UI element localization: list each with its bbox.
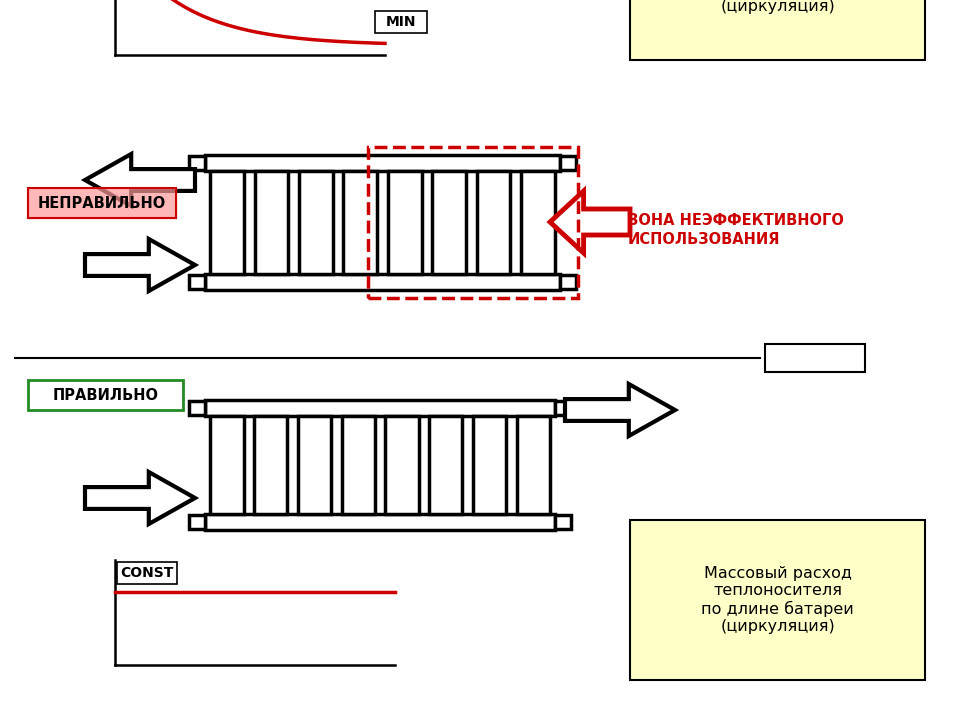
Bar [117, 562, 177, 584]
Bar [298, 415, 331, 514]
Bar [369, 147, 578, 298]
Bar [210, 171, 244, 274]
Bar [342, 415, 374, 514]
Bar [28, 188, 176, 218]
Bar [205, 274, 560, 290]
Bar [385, 415, 419, 514]
Bar [254, 415, 287, 514]
Text: CONST: CONST [120, 566, 174, 580]
Bar [189, 516, 205, 529]
Bar [344, 171, 377, 274]
Bar [210, 415, 244, 514]
Bar [388, 171, 421, 274]
Bar [472, 415, 506, 514]
Bar [432, 171, 466, 274]
Bar [300, 171, 333, 274]
Text: НЕПРАВИЛЬНО: НЕПРАВИЛЬНО [37, 196, 166, 210]
Bar [28, 188, 176, 218]
Bar [476, 171, 511, 274]
Bar [28, 380, 183, 410]
Bar [254, 171, 288, 274]
Bar [630, 0, 925, 60]
Bar [375, 12, 427, 33]
Bar [521, 171, 555, 274]
Bar [205, 155, 560, 171]
Bar [189, 156, 205, 171]
Bar [516, 415, 550, 514]
Bar [560, 274, 576, 289]
Bar [205, 514, 555, 530]
Polygon shape [85, 472, 195, 524]
Polygon shape [550, 191, 630, 253]
Polygon shape [85, 154, 195, 206]
Text: Массовый расход
теплоносителя
по длине батареи
(циркуляция): Массовый расход теплоносителя по длине б… [701, 0, 853, 14]
Text: ЗОНА НЕЭФФЕКТИВНОГО
ИСПОЛЬЗОВАНИЯ: ЗОНА НЕЭФФЕКТИВНОГО ИСПОЛЬЗОВАНИЯ [628, 212, 844, 248]
Bar [189, 274, 205, 289]
Bar [429, 415, 463, 514]
Bar [765, 344, 865, 372]
Bar [189, 401, 205, 415]
Bar [630, 520, 925, 680]
Polygon shape [565, 384, 675, 436]
Text: ПРАВИЛЬНО: ПРАВИЛЬНО [53, 387, 158, 402]
Bar [555, 516, 571, 529]
Bar [205, 400, 555, 415]
Polygon shape [85, 239, 195, 291]
Bar [560, 156, 576, 171]
Text: Массовый расход
теплоносителя
по длине батареи
(циркуляция): Массовый расход теплоносителя по длине б… [701, 566, 853, 634]
Text: MIN: MIN [386, 15, 417, 30]
Bar [555, 401, 571, 415]
